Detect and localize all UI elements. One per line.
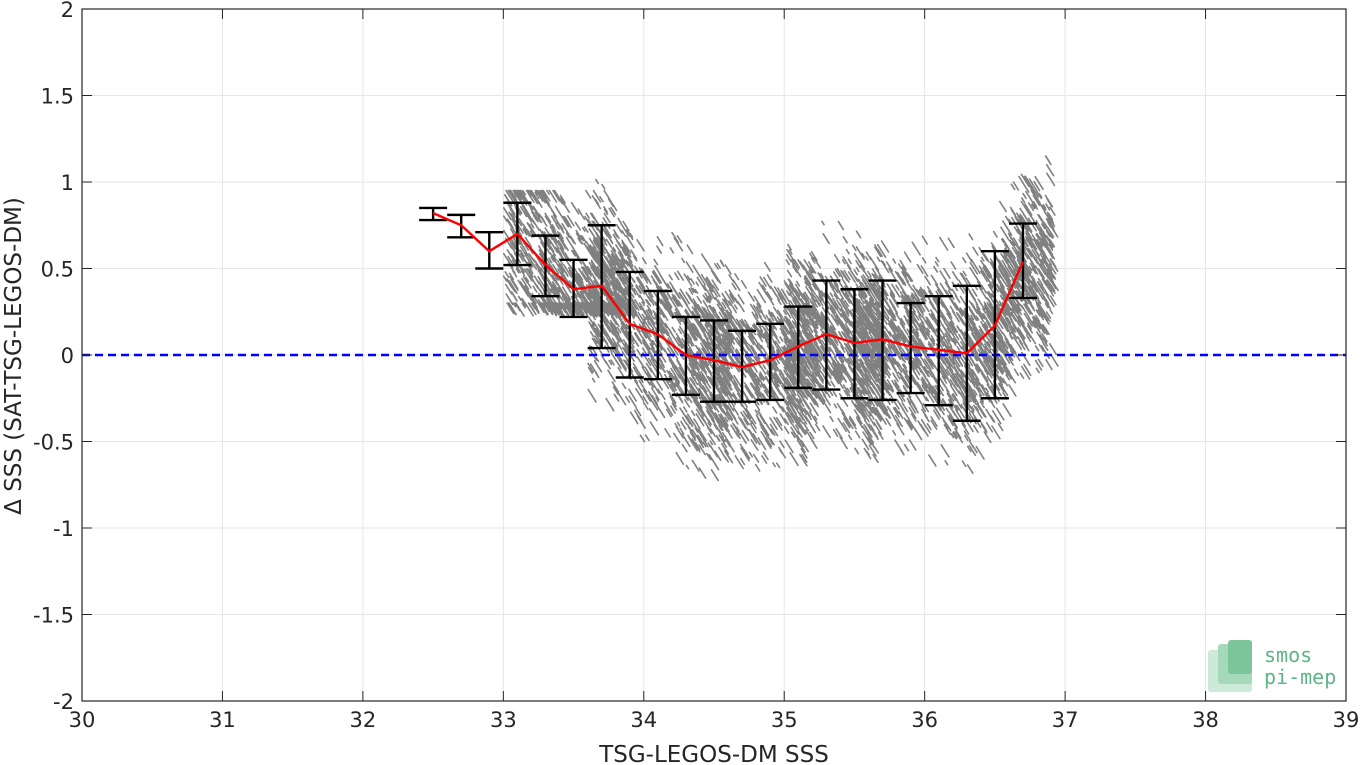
x-axis-label: TSG-LEGOS-DM SSS	[598, 742, 829, 765]
scatter-points	[502, 155, 1059, 482]
y-axis-label: Δ SSS (SAT-TSG-LEGOS-DM)	[1, 197, 27, 515]
x-tick-label: 38	[1192, 708, 1219, 732]
x-tick-label: 34	[630, 708, 657, 732]
y-tick-label: -1.5	[33, 604, 74, 628]
smos-pi-mep-logo: smos pi-mep	[1208, 640, 1336, 692]
plot-frame	[81, 8, 1347, 702]
x-tick-label: 32	[350, 708, 377, 732]
y-tick-label: 0.5	[41, 258, 74, 282]
y-tick-label: 1	[61, 171, 74, 195]
y-tick-label: -2	[53, 690, 74, 714]
y-tick-label: -0.5	[33, 431, 74, 455]
y-tick-label: 0	[61, 344, 74, 368]
logo-text-line2: pi-mep	[1264, 665, 1336, 689]
x-tick-labels: 30 31 32 33 34 35 36 37 38 39	[69, 708, 1360, 732]
mean-line	[432, 211, 1025, 369]
y-tick-label: 1.5	[41, 85, 74, 109]
x-tick-label: 36	[911, 708, 938, 732]
error-bar	[1008, 222, 1037, 300]
y-tick-labels: -2 -1.5 -1 -0.5 0 0.5 1 1.5 2	[33, 0, 74, 714]
mean-line-path	[432, 211, 1025, 369]
x-tick-label: 39	[1333, 708, 1360, 732]
y-tick-label: 2	[61, 0, 74, 22]
x-tick-label: 33	[490, 708, 517, 732]
logo-text-line1: smos	[1264, 643, 1312, 667]
x-tick-label: 30	[69, 708, 96, 732]
scatter-point-streaks	[502, 155, 1059, 482]
x-tick-label: 31	[209, 708, 236, 732]
error-bar	[896, 301, 925, 395]
error-bar	[756, 322, 785, 402]
y-tick-label: -1	[53, 517, 74, 541]
x-tick-label: 35	[771, 708, 798, 732]
x-tick-label: 37	[1052, 708, 1079, 732]
logo-wave-3	[1228, 640, 1252, 674]
